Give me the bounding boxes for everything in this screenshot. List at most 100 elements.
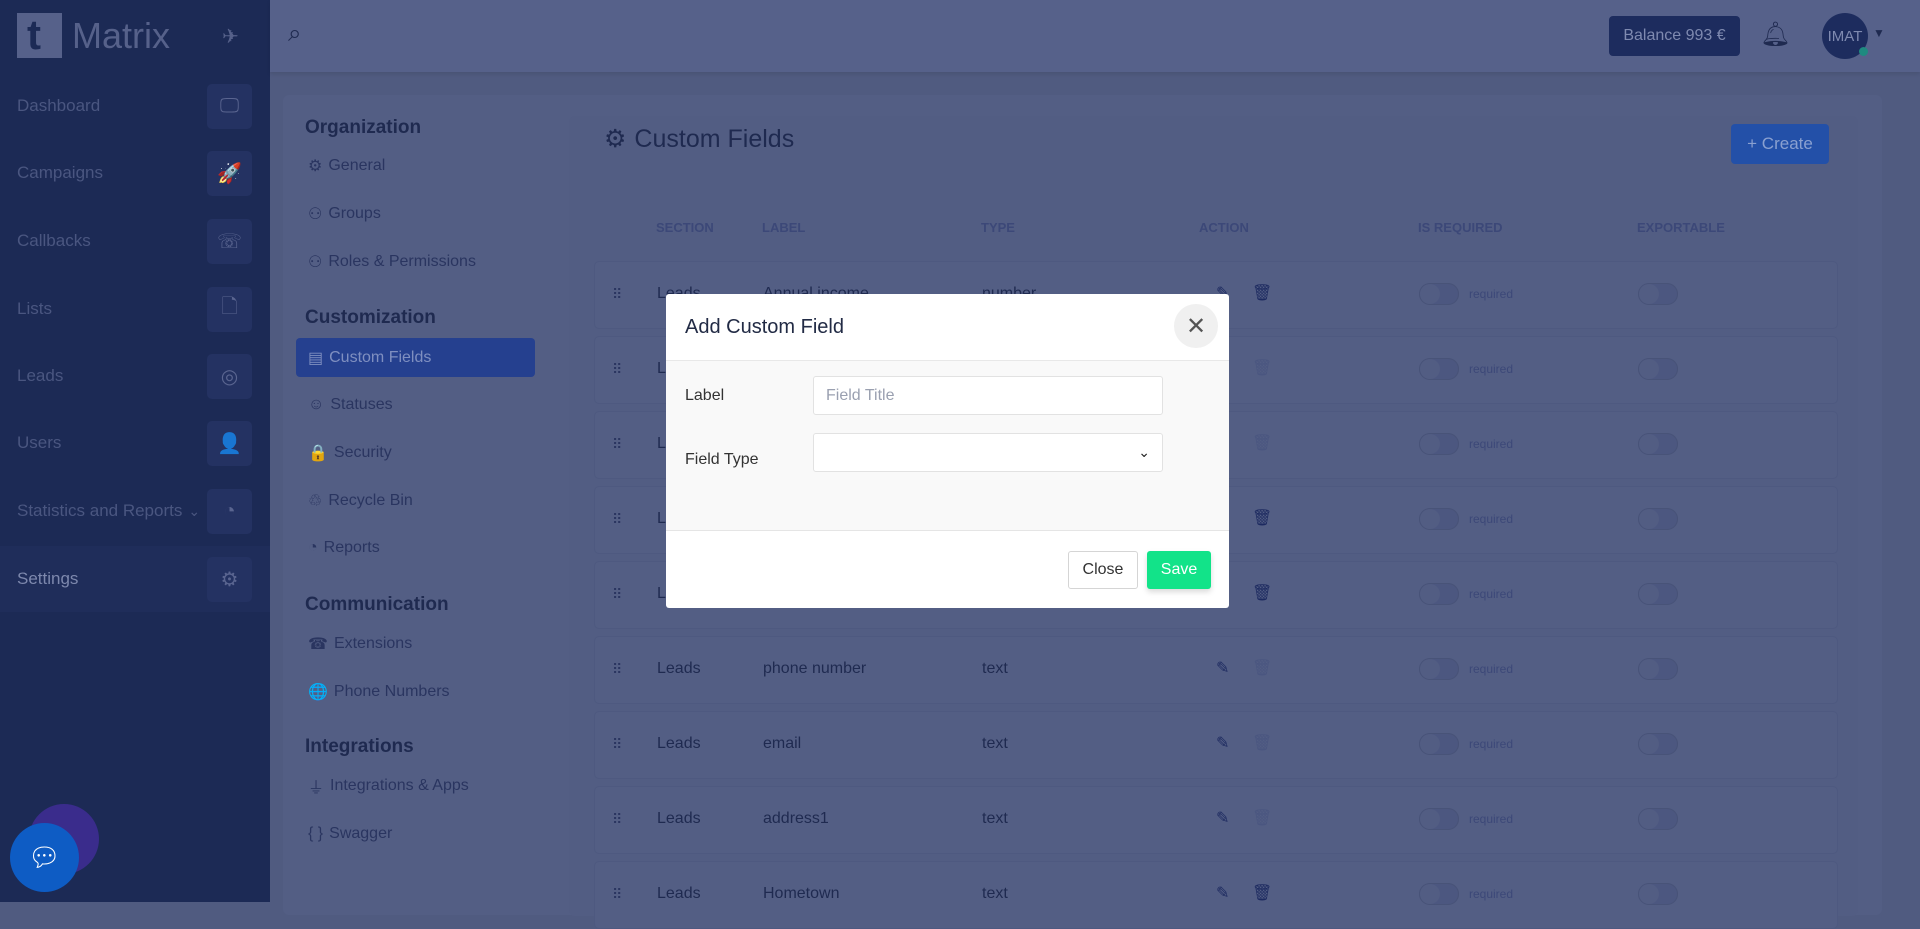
sidebar-item-lists[interactable]: Lists 🗋 (0, 276, 270, 342)
edit-icon[interactable]: ✎ (1216, 660, 1230, 677)
close-icon[interactable]: ✕ (1174, 304, 1218, 348)
trash-icon: 🗑︎ (1252, 435, 1273, 452)
field-type-select[interactable]: ⌄ (813, 433, 1163, 472)
required-toggle[interactable] (1419, 358, 1459, 380)
drag-handle-icon[interactable]: ⠿ (612, 886, 623, 902)
exportable-toggle[interactable] (1638, 583, 1678, 605)
required-toggle[interactable] (1419, 583, 1459, 605)
exportable-toggle[interactable] (1638, 283, 1678, 305)
drag-handle-icon[interactable]: ⠿ (612, 511, 623, 527)
exportable-toggle[interactable] (1638, 883, 1678, 905)
phone-numbers-icon: 🌐 (308, 683, 328, 701)
sidebar-item-settings[interactable]: Settings ⚙ (0, 546, 270, 612)
required-toggle[interactable] (1419, 433, 1459, 455)
settings-nav-custom-fields[interactable]: ▤ Custom Fields (296, 338, 535, 377)
table-row: ⠿ Leads Hometown text ✎ 🗑︎ required (594, 861, 1838, 929)
edit-icon[interactable]: ✎ (1216, 885, 1230, 902)
recycle-bin-icon: ♲ (308, 492, 323, 510)
settings-nav-phone-numbers[interactable]: 🌐 Phone Numbers (296, 672, 535, 711)
sidebar-item-statistics-and-reports[interactable]: Statistics and Reports ⌄ ◔ (0, 478, 270, 544)
chat-widget-button[interactable]: 💬︎ (10, 823, 79, 892)
column-header: ACTION (1199, 220, 1249, 235)
column-header: SECTION (656, 220, 714, 235)
trash-icon[interactable]: 🗑︎ (1252, 510, 1273, 527)
sidebar-item-label: Settings (17, 569, 79, 588)
settings-nav-statuses[interactable]: ☺ Statuses (296, 385, 535, 424)
trash-icon[interactable]: 🗑︎ (1252, 585, 1273, 602)
drag-handle-icon[interactable]: ⠿ (612, 661, 623, 677)
drag-handle-icon[interactable]: ⠿ (612, 361, 623, 377)
trash-icon[interactable]: 🗑︎ (1252, 885, 1273, 902)
save-button[interactable]: Save (1147, 551, 1211, 589)
required-label: required (1469, 512, 1514, 526)
balance-button[interactable]: Balance 993 € (1609, 16, 1740, 56)
drag-handle-icon[interactable]: ⠿ (612, 586, 623, 602)
trash-icon: 🗑︎ (1252, 810, 1273, 827)
drag-handle-icon[interactable]: ⠿ (612, 286, 623, 302)
logo[interactable]: Matrix (17, 11, 170, 59)
settings-nav-reports[interactable]: ◔ Reports (296, 528, 535, 567)
label-input[interactable] (813, 376, 1163, 415)
required-toggle[interactable] (1419, 508, 1459, 530)
sidebar-item-callbacks[interactable]: Callbacks ☏ (0, 208, 270, 274)
required-label: required (1469, 887, 1514, 901)
gear-icon: ⚙ (604, 125, 627, 153)
settings-nav-extensions[interactable]: ☎ Extensions (296, 624, 535, 663)
modal-title: Add Custom Field (685, 316, 844, 338)
trash-icon: 🗑︎ (1252, 660, 1273, 677)
chat-icon: 💬︎ (27, 842, 61, 872)
integrations-apps-icon: ⏚ (308, 779, 325, 797)
close-button[interactable]: Close (1068, 551, 1138, 589)
required-toggle[interactable] (1419, 658, 1459, 680)
avatar-initials: IMAT (1827, 27, 1863, 45)
required-toggle[interactable] (1419, 808, 1459, 830)
drag-handle-icon[interactable]: ⠿ (612, 811, 623, 827)
sidebar-item-leads[interactable]: Leads ◎ (0, 343, 270, 409)
bell-icon[interactable]: 🔔︎ (1760, 21, 1791, 48)
caret-down-icon[interactable]: ▼ (1873, 26, 1885, 40)
exportable-toggle[interactable] (1638, 733, 1678, 755)
exportable-toggle[interactable] (1638, 508, 1678, 530)
column-header: LABEL (762, 220, 806, 235)
settings-nav-integrations-apps[interactable]: ⏚ Integrations & Apps (296, 766, 535, 805)
roles-permissions-icon: ⚇ (308, 253, 323, 271)
settings-nav-security[interactable]: 🔒 Security (296, 433, 535, 472)
required-toggle[interactable] (1419, 283, 1459, 305)
table-row: ⠿ Leads email text ✎ 🗑︎ required (594, 711, 1838, 779)
create-button[interactable]: + Create (1731, 124, 1829, 164)
avatar[interactable]: IMAT (1822, 13, 1868, 59)
statuses-icon: ☺ (308, 395, 325, 413)
label-field-label: Label (685, 387, 725, 404)
settings-nav-general[interactable]: ⚙ General (296, 146, 535, 185)
monitor-icon: 🖵 (207, 83, 252, 129)
rocket-icon: 🚀 (207, 150, 252, 196)
unpin-icon[interactable]: ✈ (222, 26, 239, 48)
sidebar-item-users[interactable]: Users 👤 (0, 410, 270, 476)
settings-nav-groups[interactable]: ⚇ Groups (296, 194, 535, 233)
exportable-toggle[interactable] (1638, 808, 1678, 830)
column-header: EXPORTABLE (1637, 220, 1725, 235)
sidebar-item-campaigns[interactable]: Campaigns 🚀 (0, 140, 270, 206)
nav-item-label: Groups (328, 204, 381, 222)
search-icon[interactable]: ⌕ (288, 20, 302, 47)
swagger-icon: { } (308, 824, 324, 842)
sidebar-item-dashboard[interactable]: Dashboard 🖵 (0, 73, 270, 139)
drag-handle-icon[interactable]: ⠿ (612, 736, 623, 752)
edit-icon[interactable]: ✎ (1216, 810, 1230, 827)
exportable-toggle[interactable] (1638, 658, 1678, 680)
required-toggle[interactable] (1419, 733, 1459, 755)
edit-icon[interactable]: ✎ (1216, 735, 1230, 752)
drag-handle-icon[interactable]: ⠿ (612, 436, 623, 452)
row-label: phone number (763, 660, 867, 677)
trash-icon[interactable]: 🗑︎ (1252, 285, 1273, 302)
required-label: required (1469, 287, 1514, 301)
settings-nav-roles-permissions[interactable]: ⚇ Roles & Permissions (296, 242, 535, 281)
exportable-toggle[interactable] (1638, 433, 1678, 455)
app-name: Matrix (72, 14, 170, 56)
exportable-toggle[interactable] (1638, 358, 1678, 380)
settings-nav-recycle-bin[interactable]: ♲ Recycle Bin (296, 481, 535, 520)
required-toggle[interactable] (1419, 883, 1459, 905)
settings-nav-swagger[interactable]: { } Swagger (296, 814, 535, 853)
online-status-dot (1859, 47, 1868, 56)
field-type-label: Field Type (685, 451, 759, 468)
